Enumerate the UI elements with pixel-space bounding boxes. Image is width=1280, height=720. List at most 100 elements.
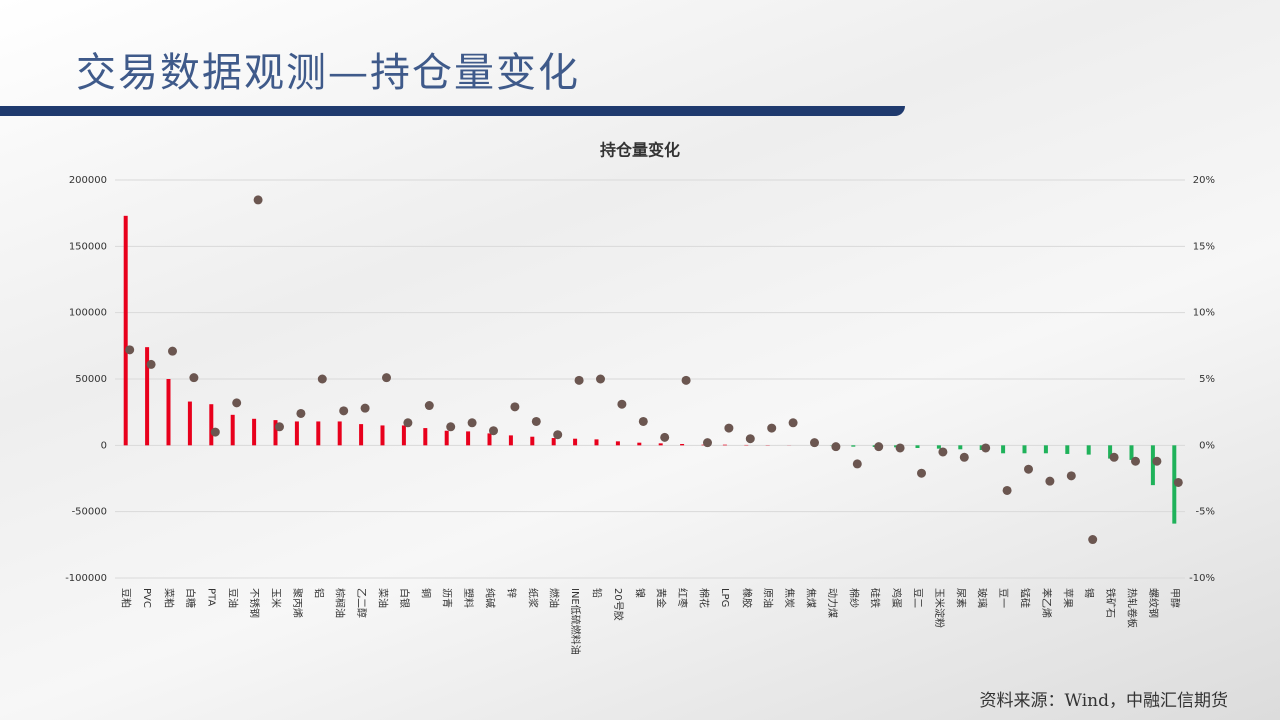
x-tick-label: 棕榈油 [334, 588, 347, 618]
dot [296, 408, 306, 418]
dot [895, 443, 905, 453]
bar [466, 431, 471, 446]
dot [767, 423, 777, 433]
y2-tick-label: 5% [1199, 374, 1215, 385]
x-tick-label: PVC [141, 588, 152, 608]
x-tick-label: PTA [205, 588, 216, 606]
bar [166, 379, 171, 446]
dot [146, 359, 156, 369]
dot [831, 442, 841, 452]
dot [938, 447, 948, 457]
bar [1129, 445, 1134, 460]
dot [660, 432, 670, 442]
bar [530, 436, 535, 446]
x-tick-label: 鸡蛋 [890, 588, 903, 608]
x-tick-label: 锌 [505, 588, 518, 598]
y-tick-label: -50000 [72, 507, 107, 518]
y-tick-label: 100000 [69, 308, 107, 319]
dot [1024, 464, 1033, 474]
slide-title: 交易数据观测—持仓量变化 [76, 50, 580, 96]
y2-tick-label: 15% [1193, 241, 1215, 252]
dot [531, 416, 541, 426]
x-tick-label: 豆二 [912, 588, 924, 608]
title-bar [0, 106, 905, 116]
bar [380, 425, 385, 446]
y-tick-label: 50000 [75, 374, 107, 385]
dot [874, 442, 884, 452]
bar [423, 428, 428, 446]
bar [444, 430, 449, 446]
x-tick-label: 硅铁 [869, 588, 882, 608]
dot [617, 399, 627, 409]
bar [359, 424, 364, 446]
bar [1043, 445, 1048, 454]
dot [959, 452, 969, 462]
x-tick-label: 白糖 [184, 588, 197, 608]
x-tick-label: 棉花 [698, 588, 711, 608]
dot [745, 434, 755, 444]
x-tick-label: 白银 [398, 588, 411, 608]
bar [936, 445, 941, 449]
x-tick-label: 不锈钢 [248, 588, 261, 618]
bar [637, 442, 642, 446]
bar [1108, 445, 1113, 459]
x-tick-label: 铜 [419, 588, 431, 598]
x-tick-label: 玉米 [270, 588, 283, 608]
dot [317, 374, 327, 384]
dot [703, 438, 712, 448]
dot [553, 430, 563, 440]
x-tick-label: 菜油 [377, 588, 390, 608]
dot [917, 468, 926, 478]
dot [275, 422, 284, 432]
x-tick-label: 甲醇 [1168, 588, 1181, 608]
bar [252, 418, 257, 446]
dot [724, 423, 734, 433]
y-tick-label: -100000 [65, 573, 107, 584]
x-tick-label: 原油 [762, 588, 775, 608]
x-tick-label: 沥青 [441, 588, 454, 608]
dot [446, 422, 456, 432]
x-tick-label: 苯乙烯 [1040, 588, 1053, 618]
bar [701, 444, 706, 446]
x-tick-label: 焦煤 [805, 588, 818, 608]
bar [680, 444, 685, 446]
dot [1173, 477, 1183, 487]
x-tick-label: 乙二醇 [355, 588, 368, 618]
dot [574, 375, 584, 385]
dot [1088, 535, 1098, 545]
bar [915, 445, 920, 448]
bar [722, 444, 727, 446]
x-tick-label: 玻璃 [976, 588, 989, 608]
x-tick-label: 黄金 [655, 588, 668, 608]
dot [1152, 456, 1162, 466]
bar [1150, 445, 1155, 486]
dot [981, 443, 991, 453]
x-tick-label: 豆粕 [120, 588, 133, 608]
dot [424, 401, 434, 411]
dot [810, 438, 819, 448]
dot [788, 418, 798, 428]
y2-tick-label: -5% [1196, 507, 1215, 518]
bar [187, 401, 192, 446]
y-tick-label: 0 [101, 440, 107, 451]
dot [253, 195, 263, 205]
y-tick-label: 150000 [69, 241, 107, 252]
dot [510, 402, 520, 412]
bar [209, 404, 214, 446]
x-tick-label: 橡胶 [740, 588, 753, 608]
bar [958, 445, 963, 450]
y2-tick-label: 20% [1193, 175, 1215, 186]
bar [1065, 445, 1070, 454]
dot [467, 418, 477, 428]
bar [294, 421, 299, 446]
bar [594, 439, 599, 446]
y2-tick-label: 0% [1199, 440, 1215, 451]
x-tick-label: 苹果 [1061, 588, 1074, 608]
dot [638, 416, 648, 426]
x-tick-label: 铁矿石 [1104, 588, 1117, 618]
x-tick-label: 豆油 [227, 588, 240, 608]
dot [210, 427, 220, 437]
x-tick-label: 螺纹钢 [1147, 588, 1160, 618]
x-tick-label: 铝 [312, 588, 324, 598]
